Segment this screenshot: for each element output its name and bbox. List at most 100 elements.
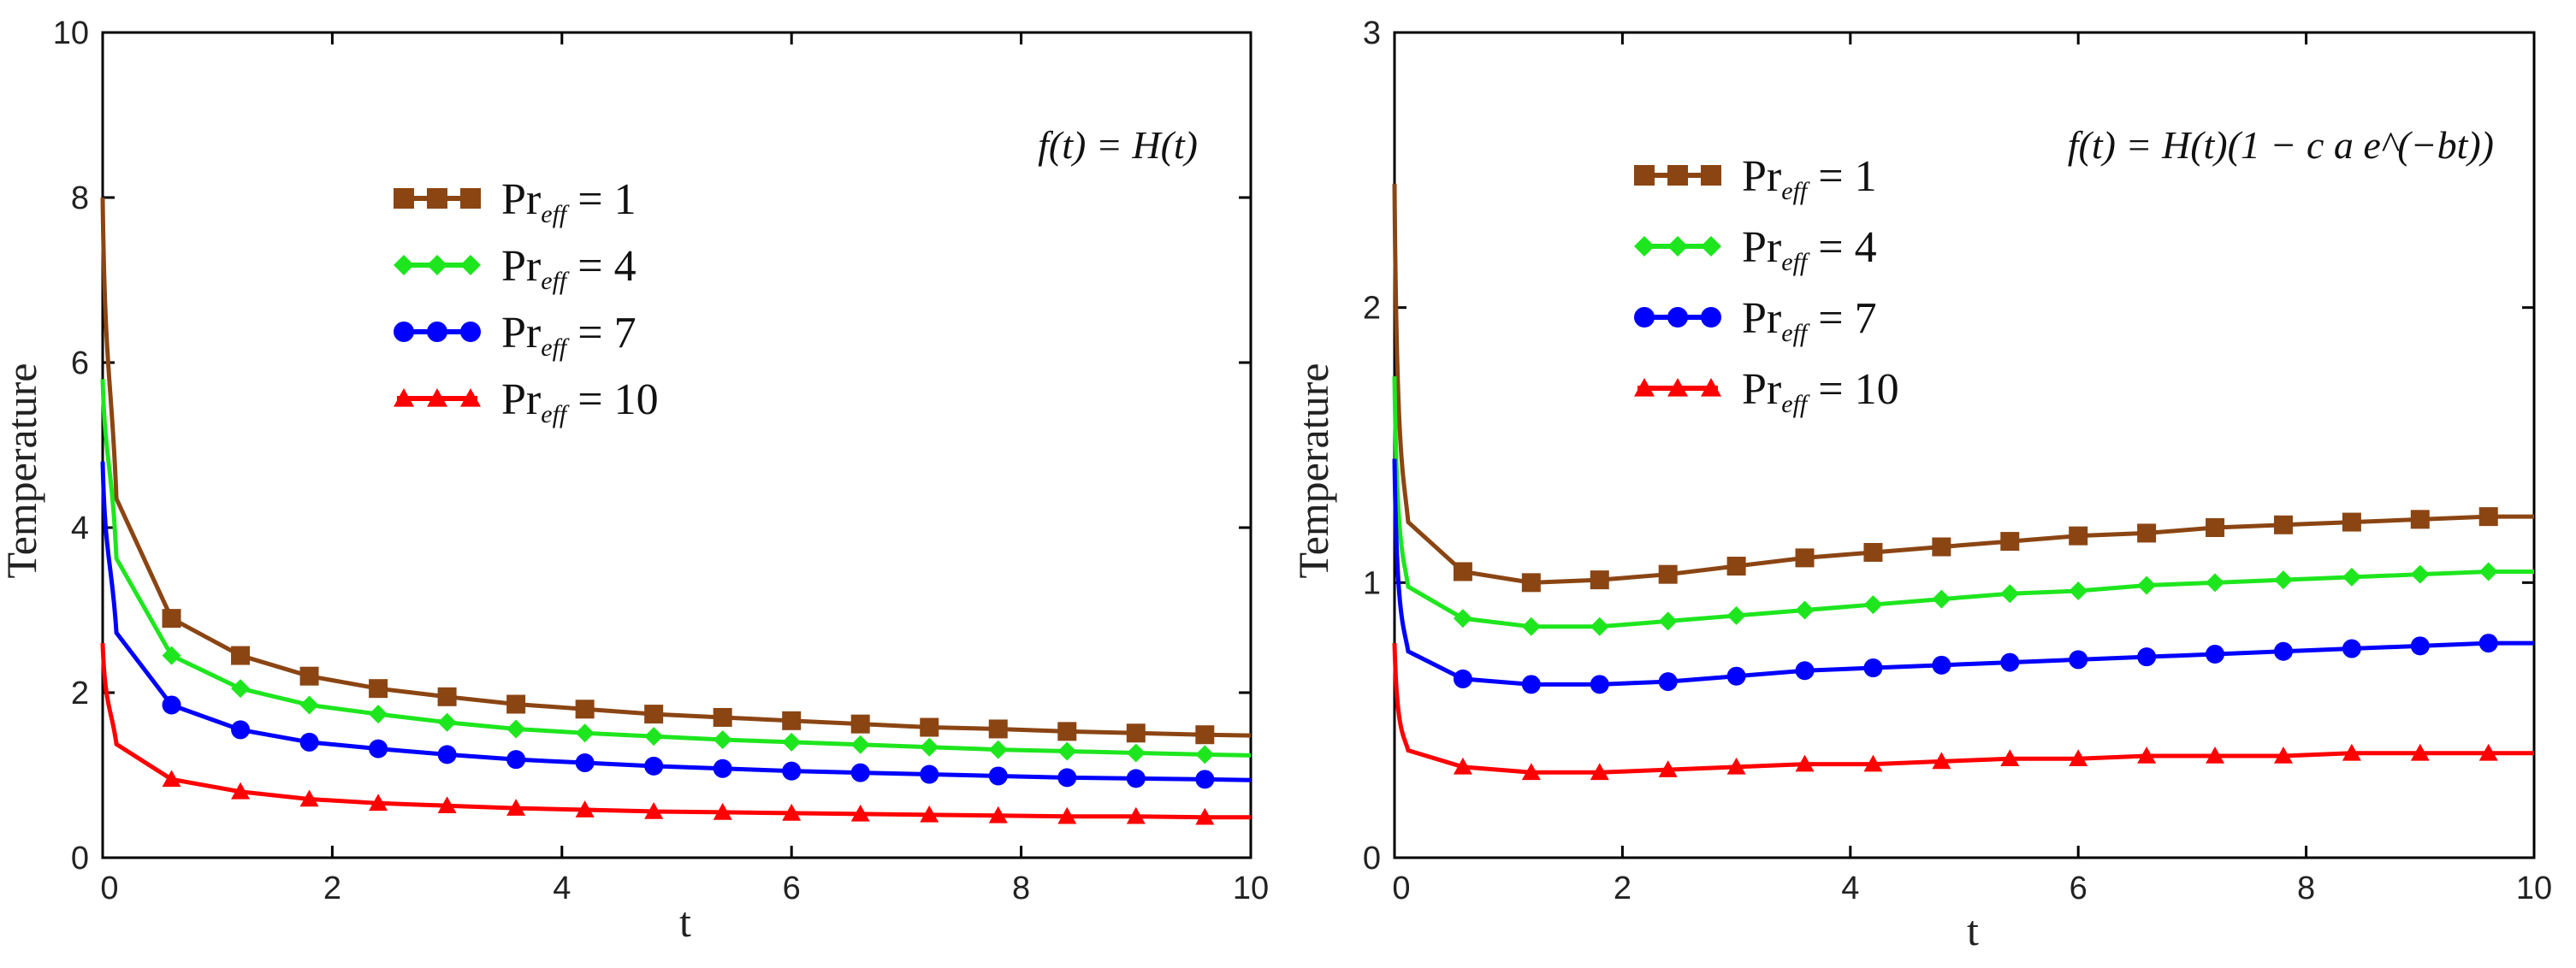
data-point [1658, 672, 1678, 692]
data-point [713, 802, 732, 820]
data-point [2478, 507, 2498, 527]
series-line [1392, 183, 2534, 585]
data-point [2342, 639, 2361, 658]
data-point [2410, 636, 2430, 656]
data-point [1521, 675, 1541, 694]
data-point [299, 789, 319, 807]
legend-marker [1634, 307, 1655, 328]
y-tick-label: 8 [71, 180, 89, 216]
data-point [1726, 605, 1746, 625]
data-point [2342, 567, 2361, 587]
data-point [1863, 542, 1883, 562]
x-tick-label: 6 [783, 871, 801, 906]
data-point [506, 750, 526, 770]
data-point [1795, 661, 1815, 681]
x-tick-label: 0 [100, 871, 118, 906]
series-3 [1392, 643, 2534, 781]
legend-label: Preff = 10 [501, 375, 659, 428]
data-point [1590, 617, 1609, 636]
data-point [2069, 581, 2088, 600]
data-point [506, 799, 526, 816]
data-point [2000, 652, 2020, 672]
data-point [713, 730, 732, 750]
series-line [1392, 643, 2534, 775]
data-point [2478, 562, 2498, 581]
formula-annotation: f(t) = H(t) [1038, 123, 1198, 167]
data-point [1932, 655, 1951, 675]
series-line [100, 379, 1252, 758]
data-point [1521, 763, 1541, 781]
data-point [369, 739, 388, 758]
y-axis-label: Temperature [0, 363, 45, 579]
data-point [920, 737, 939, 757]
data-point [2206, 746, 2225, 764]
data-point [1932, 752, 1951, 770]
data-point [1590, 570, 1609, 590]
series-line [1392, 458, 2534, 687]
data-point [1126, 723, 1146, 743]
y-tick-label: 10 [53, 15, 89, 51]
data-point [1057, 741, 1077, 761]
data-point [506, 694, 526, 714]
legend-label: Preff = 4 [501, 242, 637, 295]
legend-label: Preff = 10 [1742, 365, 1899, 418]
series-2 [100, 461, 1252, 789]
data-point [1795, 548, 1815, 568]
data-point [1795, 754, 1815, 772]
data-point [2410, 510, 2430, 529]
data-point [2137, 575, 2157, 595]
data-point [162, 770, 181, 788]
data-point [506, 719, 526, 739]
data-point [299, 732, 319, 752]
y-tick-label: 0 [71, 841, 89, 877]
data-point [162, 695, 181, 715]
data-point [782, 711, 802, 730]
y-tick-label: 2 [71, 676, 89, 711]
legend-label: Preff = 7 [1742, 294, 1877, 347]
x-tick-label: 8 [1012, 871, 1030, 906]
data-point [2273, 746, 2293, 764]
data-point [299, 695, 319, 715]
data-point [920, 764, 939, 784]
data-point [1863, 595, 1883, 615]
data-point [2273, 570, 2293, 590]
series-1 [100, 379, 1252, 764]
data-point [782, 732, 802, 752]
data-point [1126, 743, 1146, 763]
series-3 [100, 643, 1251, 825]
data-point [1453, 757, 1472, 775]
data-point [988, 806, 1008, 823]
data-point [575, 800, 595, 817]
data-point [2478, 634, 2498, 653]
data-point [1126, 806, 1146, 824]
data-point [1453, 562, 1472, 581]
data-point [437, 796, 457, 814]
data-point [988, 740, 1008, 759]
series-line [1392, 376, 2534, 629]
y-tick-label: 1 [1363, 565, 1381, 601]
data-point [644, 727, 664, 747]
data-point [1726, 757, 1746, 775]
data-point [2273, 641, 2293, 661]
legend-marker [1667, 236, 1688, 257]
data-point [988, 766, 1008, 786]
data-point [162, 609, 181, 629]
data-point [2273, 515, 2293, 534]
legend-label: Preff = 1 [1742, 152, 1877, 205]
legend-marker [1634, 165, 1655, 186]
data-point [437, 687, 457, 706]
y-tick-label: 6 [71, 345, 89, 381]
data-point [1521, 573, 1541, 593]
data-point [2206, 518, 2225, 537]
data-point [575, 753, 595, 773]
data-point [2410, 743, 2430, 761]
chart-left: 0 2 4 6 8 10 0 2 4 6 8 10 t Temperature f(t) = H(t) Pre… [0, 15, 1269, 946]
formula-annotation: f(t) = H(t)(1 − c a e^(−bt)) [2068, 123, 2494, 167]
legend-marker [394, 388, 414, 407]
data-point [988, 719, 1008, 739]
data-point [1863, 754, 1883, 772]
plot-frame [101, 31, 1252, 859]
data-point [1795, 600, 1815, 620]
legend-marker [1701, 236, 1721, 257]
